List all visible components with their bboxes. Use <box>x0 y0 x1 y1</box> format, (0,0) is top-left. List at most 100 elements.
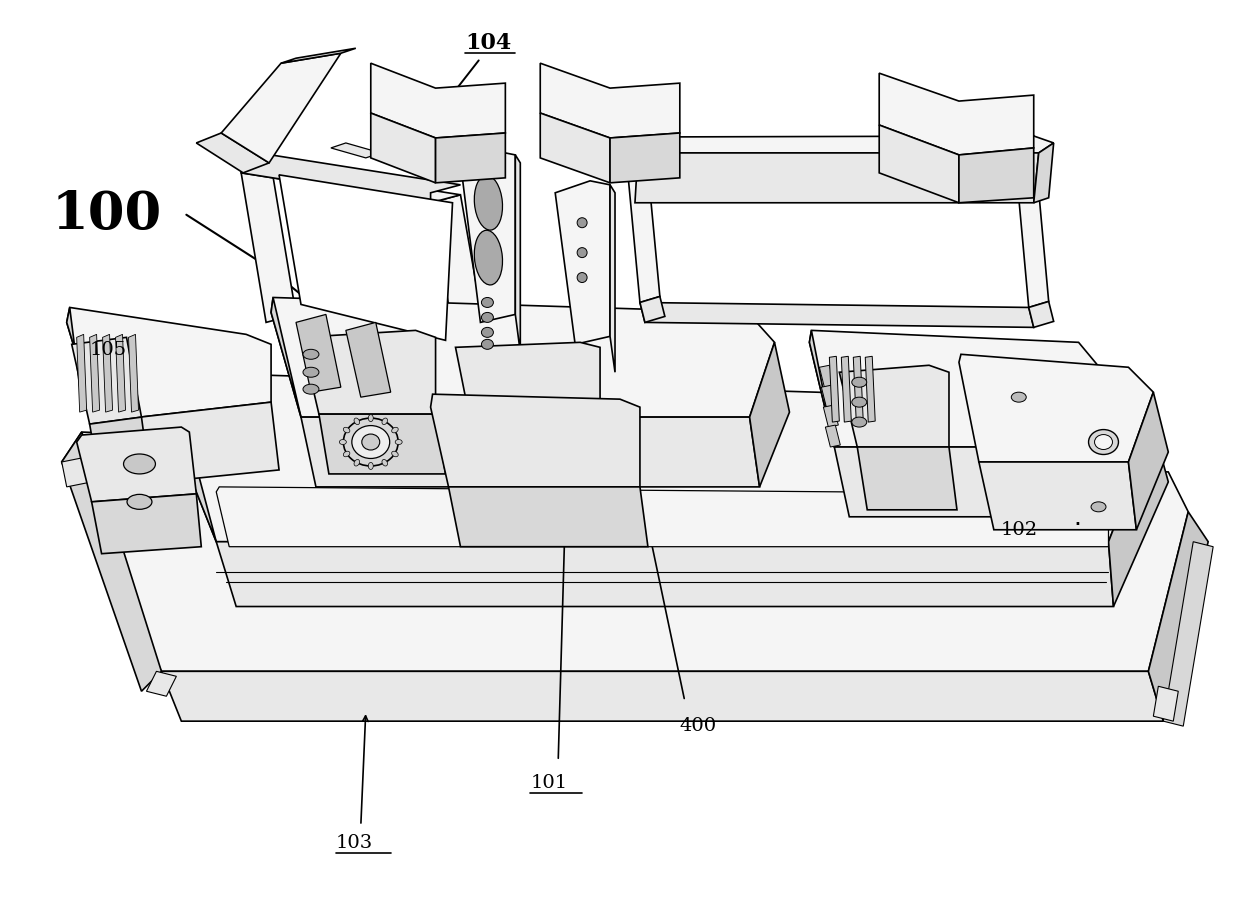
Polygon shape <box>241 155 460 203</box>
Ellipse shape <box>562 532 579 542</box>
Polygon shape <box>1014 136 1049 308</box>
Polygon shape <box>640 297 665 322</box>
Polygon shape <box>62 432 161 691</box>
Text: 103: 103 <box>336 833 373 851</box>
Ellipse shape <box>392 428 398 433</box>
Ellipse shape <box>98 447 115 457</box>
Polygon shape <box>959 148 1034 203</box>
Ellipse shape <box>1120 517 1137 527</box>
Ellipse shape <box>852 397 867 407</box>
Polygon shape <box>1109 427 1168 606</box>
Polygon shape <box>879 125 959 203</box>
Text: 104: 104 <box>465 32 512 54</box>
Ellipse shape <box>852 377 867 387</box>
Polygon shape <box>635 153 1039 203</box>
Polygon shape <box>516 155 521 353</box>
Polygon shape <box>272 298 775 417</box>
Polygon shape <box>470 422 610 482</box>
Polygon shape <box>866 356 875 422</box>
Text: 100: 100 <box>52 189 162 240</box>
Polygon shape <box>750 343 790 487</box>
Ellipse shape <box>577 217 587 227</box>
Polygon shape <box>959 354 1153 462</box>
Polygon shape <box>301 417 760 487</box>
Text: ·: · <box>1074 512 1081 537</box>
Polygon shape <box>879 73 1034 155</box>
Ellipse shape <box>368 463 373 469</box>
Ellipse shape <box>355 418 360 425</box>
Polygon shape <box>62 432 1188 671</box>
Ellipse shape <box>343 419 398 466</box>
Polygon shape <box>319 414 445 474</box>
Ellipse shape <box>303 384 319 394</box>
Polygon shape <box>435 133 506 183</box>
Ellipse shape <box>382 418 388 425</box>
Polygon shape <box>115 335 125 412</box>
Polygon shape <box>857 447 957 510</box>
Polygon shape <box>820 365 835 387</box>
Ellipse shape <box>1012 392 1027 402</box>
Polygon shape <box>196 133 269 173</box>
Polygon shape <box>823 405 838 427</box>
Polygon shape <box>430 195 485 345</box>
Polygon shape <box>129 335 139 412</box>
Ellipse shape <box>362 434 379 450</box>
Polygon shape <box>625 136 1054 153</box>
Polygon shape <box>62 457 92 487</box>
Polygon shape <box>216 487 1109 547</box>
Polygon shape <box>92 494 201 554</box>
Ellipse shape <box>303 349 319 359</box>
Polygon shape <box>156 373 1153 542</box>
Polygon shape <box>241 165 460 203</box>
Polygon shape <box>272 298 301 417</box>
Polygon shape <box>1163 542 1213 726</box>
Text: 101: 101 <box>531 774 568 792</box>
Polygon shape <box>331 143 381 158</box>
Polygon shape <box>77 427 196 502</box>
Ellipse shape <box>343 428 350 433</box>
Polygon shape <box>556 180 610 345</box>
Polygon shape <box>296 315 341 392</box>
Polygon shape <box>430 394 640 487</box>
Polygon shape <box>1148 511 1208 722</box>
Polygon shape <box>97 402 279 487</box>
Polygon shape <box>449 487 649 547</box>
Polygon shape <box>89 335 99 412</box>
Polygon shape <box>216 542 1114 606</box>
Ellipse shape <box>352 426 389 458</box>
Ellipse shape <box>577 272 587 282</box>
Ellipse shape <box>340 439 346 445</box>
Polygon shape <box>371 113 435 183</box>
Polygon shape <box>640 302 1034 327</box>
Ellipse shape <box>890 542 908 552</box>
Ellipse shape <box>481 327 494 337</box>
Ellipse shape <box>382 459 388 466</box>
Polygon shape <box>67 308 272 422</box>
Polygon shape <box>89 417 150 482</box>
Ellipse shape <box>227 482 246 492</box>
Polygon shape <box>103 335 113 412</box>
Polygon shape <box>541 113 610 183</box>
Polygon shape <box>541 63 680 138</box>
Polygon shape <box>72 337 141 424</box>
Ellipse shape <box>303 367 319 377</box>
Ellipse shape <box>474 175 502 230</box>
Polygon shape <box>841 356 852 422</box>
Ellipse shape <box>124 454 155 474</box>
Polygon shape <box>221 53 341 163</box>
Polygon shape <box>346 322 391 397</box>
Ellipse shape <box>396 439 402 445</box>
Polygon shape <box>301 330 435 414</box>
Ellipse shape <box>1091 502 1106 511</box>
Polygon shape <box>810 330 835 447</box>
Polygon shape <box>146 671 176 696</box>
Polygon shape <box>978 462 1136 529</box>
Polygon shape <box>835 447 1086 517</box>
Polygon shape <box>1034 143 1054 203</box>
Polygon shape <box>826 425 841 447</box>
Polygon shape <box>67 308 97 422</box>
Polygon shape <box>1128 392 1168 529</box>
Polygon shape <box>610 185 615 373</box>
Polygon shape <box>460 151 516 322</box>
Ellipse shape <box>474 230 502 285</box>
